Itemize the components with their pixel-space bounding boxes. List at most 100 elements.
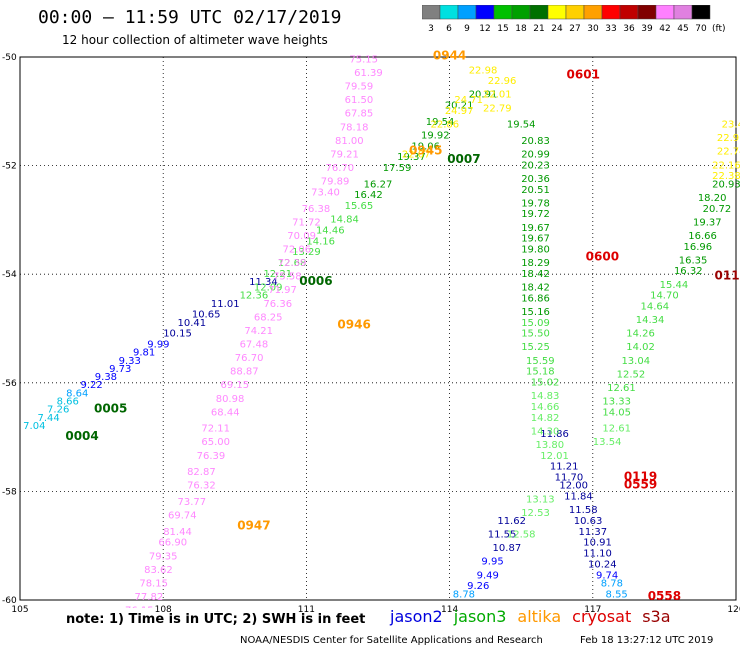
wave-height-point: 16.32 (674, 266, 703, 277)
wave-height-point: 76.38 (302, 204, 331, 215)
wave-height-point: 14.66 (531, 402, 560, 413)
pass-time-label: 0006 (299, 274, 332, 288)
legend-item: s3a (642, 607, 670, 626)
pass-time-label: 0945 (409, 144, 442, 158)
wave-height-point: 78.15 (139, 578, 168, 589)
y-tick-label: -56 (2, 379, 17, 389)
wave-height-point: 66.90 (158, 538, 187, 549)
legend-item: jason3 (454, 607, 507, 626)
pass-time-label: 0600 (586, 250, 619, 264)
wave-height-point: 12.61 (607, 383, 636, 394)
wave-height-point: 11.10 (583, 549, 612, 560)
wave-height-point: 10.63 (574, 516, 603, 527)
wave-height-point: 22.91 (717, 133, 740, 144)
wave-height-point: 75.58 (273, 272, 302, 283)
y-tick-label: -58 (2, 487, 17, 497)
wave-height-point: 14.82 (531, 413, 560, 424)
wave-height-point: 11.01 (211, 299, 240, 310)
wave-height-point: 15.65 (345, 201, 374, 212)
wave-height-point: 20.36 (521, 174, 550, 185)
wave-height-point: 16.66 (688, 231, 717, 242)
wave-height-point: 13.33 (602, 397, 631, 408)
legend-item: cryosat (572, 607, 631, 626)
pass-time-label: 0559 (624, 478, 657, 492)
wave-height-point: 76.39 (197, 451, 226, 462)
wave-height-point: 72.39 (278, 258, 307, 269)
wave-height-point: 10.24 (588, 559, 617, 570)
wave-height-point: 15.25 (521, 342, 550, 353)
wave-height-point: 19.67 (521, 223, 550, 234)
y-tick-label: -50 (2, 53, 17, 63)
wave-height-point: 19.72 (521, 209, 550, 220)
wave-height-point: 16.86 (521, 293, 550, 304)
x-tick-label: 105 (11, 605, 28, 612)
y-tick-label: -60 (2, 596, 17, 606)
legend-item: altika (517, 607, 561, 626)
pass-time-label: 0118 (715, 269, 740, 283)
wave-height-point: 20.83 (521, 136, 550, 147)
wave-height-point: 18.29 (521, 258, 550, 269)
wave-height-point: 13.04 (621, 356, 650, 367)
wave-height-point: 61.50 (345, 95, 374, 106)
wave-height-point: 9.49 (477, 570, 499, 581)
wave-height-point: 13.54 (593, 437, 622, 448)
pass-time-label: 0601 (567, 68, 600, 82)
wave-height-point: 80.98 (216, 394, 245, 405)
wave-height-point: 11.21 (550, 462, 579, 473)
wave-height-point: 73.40 (311, 187, 340, 198)
wave-height-point: 24.97 (445, 106, 474, 117)
wave-height-chart: 105 108 111 114 117 120 -50 -52 -54 -56 -58 -60 7.04… (0, 0, 740, 612)
wave-height-point: 22.74 (717, 147, 740, 158)
wave-height-point: 22.96 (488, 76, 517, 87)
wave-height-point: 15.59 (526, 356, 555, 367)
wave-height-point: 14.70 (650, 291, 679, 302)
pass-time-label: 0007 (447, 152, 480, 166)
pass-time-label: 0947 (237, 518, 270, 532)
wave-height-point: 15.16 (521, 307, 550, 318)
wave-height-point: 16.27 (364, 179, 393, 190)
wave-height-point: 14.64 (641, 301, 670, 312)
wave-height-point: 8.78 (601, 578, 623, 589)
legend-item: jason2 (390, 607, 443, 626)
pass-time-label: 0946 (337, 318, 370, 332)
wave-height-point: 16.35 (679, 255, 708, 266)
wave-height-point: 13.13 (526, 494, 555, 505)
wave-height-point: 76.70 (325, 163, 354, 174)
wave-height-point: 76.70 (235, 353, 264, 364)
wave-height-point: 79.89 (321, 177, 350, 188)
wave-height-point: 83.62 (144, 565, 173, 576)
wave-height-point: 24.71 (454, 95, 483, 106)
wave-height-point: 70.09 (287, 231, 316, 242)
y-tick-label: -52 (2, 162, 17, 172)
wave-height-point: 81.44 (163, 527, 192, 538)
wave-height-point: 22.86 (431, 120, 460, 131)
wave-height-point: 19.80 (521, 244, 550, 255)
wave-height-point: 23.47 (722, 120, 740, 131)
wave-height-point: 15.02 (531, 378, 560, 389)
wave-height-point: 20.99 (521, 149, 550, 160)
credit-line: NOAA/NESDIS Center for Satellite Applica… (240, 635, 543, 646)
wave-height-point: 10.15 (163, 329, 192, 340)
wave-height-point: 20.51 (521, 185, 550, 196)
wave-height-point: 67.48 (240, 340, 269, 351)
wave-height-point: 15.18 (526, 367, 555, 378)
wave-height-point: 79.35 (149, 551, 178, 562)
x-tick-label: 108 (155, 605, 172, 612)
wave-height-point: 18.20 (698, 193, 727, 204)
x-tick-label: 120 (727, 605, 740, 612)
wave-height-point: 82.87 (187, 467, 216, 478)
wave-height-point: 72.06 (283, 244, 312, 255)
wave-height-point: 73.77 (178, 497, 207, 508)
wave-height-point: 14.02 (626, 342, 655, 353)
wave-height-point: 8.55 (606, 589, 628, 600)
wave-height-point: 19.67 (521, 234, 550, 245)
wave-height-point: 15.09 (521, 318, 550, 329)
wave-height-point: 14.26 (626, 329, 655, 340)
wave-height-point: 14.30 (531, 426, 560, 437)
wave-height-point: 71.97 (268, 285, 297, 296)
wave-height-point: 17.59 (383, 163, 412, 174)
wave-height-point: 22.01 (483, 90, 512, 101)
wave-height-point: 69.74 (168, 511, 197, 522)
wave-height-point: 12.58 (507, 530, 536, 541)
wave-height-point: 76.32 (187, 481, 216, 492)
